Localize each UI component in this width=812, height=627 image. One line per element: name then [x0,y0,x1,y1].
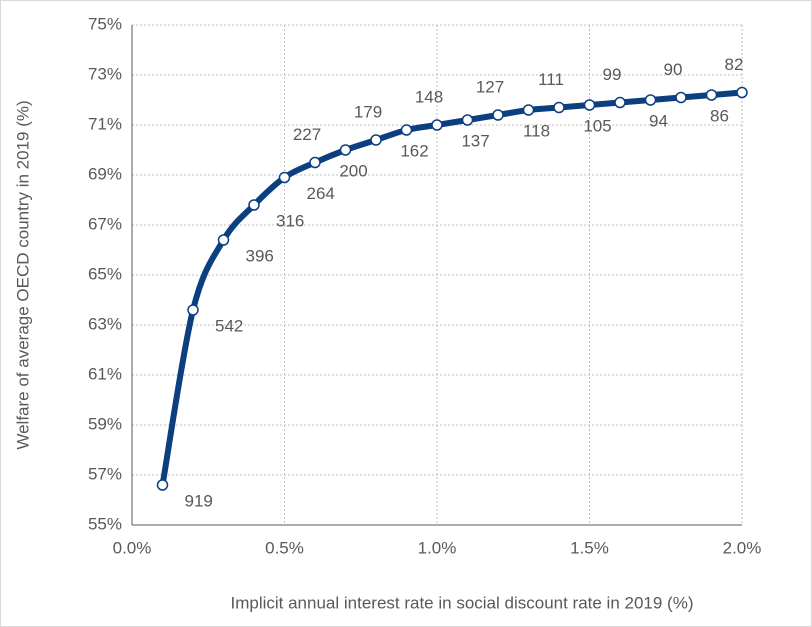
point-label: 86 [710,106,729,125]
point-label: 111 [538,70,564,89]
y-tick-label: 57% [88,464,122,483]
point-label: 227 [293,125,321,144]
y-tick-label: 71% [88,114,122,133]
point [400,124,413,136]
point [492,109,504,121]
y-tick-label: 65% [88,264,122,283]
point [339,144,352,156]
y-tick-label: 61% [88,364,122,383]
point-label: 542 [215,316,243,335]
point-label: 99 [603,65,622,84]
point-label: 200 [339,161,367,180]
point-label: 148 [415,87,443,106]
point [187,304,199,316]
point [217,234,230,246]
y-tick-label: 75% [88,14,122,33]
y-tick-label: 69% [88,164,122,183]
point-label: 94 [649,111,668,130]
y-tick-label: 67% [88,214,122,233]
point [705,89,718,101]
y-tick-label: 59% [88,414,122,433]
y-tick-label: 73% [88,64,122,83]
point-label: 919 [185,491,213,510]
x-tick-label: 2.0% [723,538,762,557]
point [156,479,169,491]
point [461,114,474,126]
point [370,134,382,146]
point-label: 264 [307,184,335,203]
point [278,171,291,184]
point [644,94,657,106]
point [675,91,687,104]
point-label: 90 [664,60,683,79]
point [553,101,565,114]
point-label: 137 [461,131,489,150]
point [614,96,626,109]
point [522,104,535,116]
point-label: 179 [354,102,382,121]
x-tick-label: 0.5% [265,538,304,557]
point-label: 82 [725,55,744,74]
point-label: 316 [276,211,304,230]
point-label: 396 [246,246,274,265]
point [248,199,260,211]
point [431,119,443,131]
point-label: 127 [476,77,504,96]
point [583,99,596,111]
x-tick-label: 0.0% [113,538,152,557]
y-tick-label: 55% [88,514,122,533]
point-label: 118 [523,121,550,140]
y-axis-title: Welfare of average OECD country in 2019 … [13,100,32,449]
point [309,156,321,169]
point [736,86,748,99]
x-tick-label: 1.0% [418,538,457,557]
x-axis-title: Implicit annual interest rate in social … [230,593,693,612]
point-label: 105 [583,116,611,135]
y-tick-label: 63% [88,314,122,333]
point-label: 162 [400,141,428,160]
x-tick-label: 1.5% [570,538,609,557]
